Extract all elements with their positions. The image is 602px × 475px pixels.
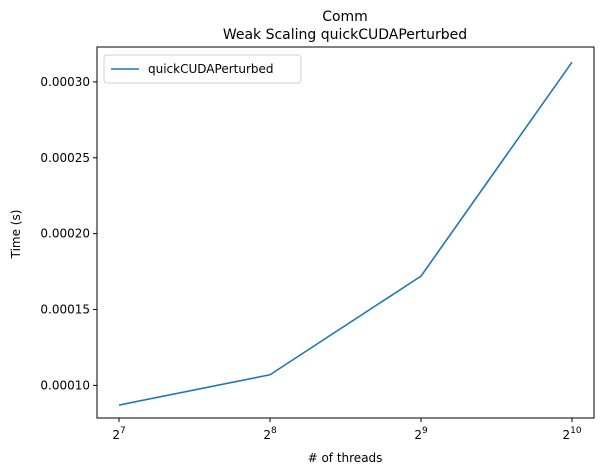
chart-title-line-1: Comm (322, 9, 368, 25)
y-axis: 0.00010 0.00015 0.00020 0.00025 0.00030 (40, 75, 97, 392)
x-axis-label: # of threads (308, 451, 383, 465)
legend: quickCUDAPerturbed (103, 54, 302, 84)
x-tick-label: 28 (263, 426, 277, 442)
y-tick-label: 0.00020 (40, 227, 90, 241)
y-tick-label: 0.00025 (40, 151, 90, 165)
series-layer (118, 61, 573, 406)
x-tick-label: 210 (562, 426, 581, 442)
series-line (118, 61, 573, 406)
x-tick-label: 29 (414, 426, 428, 442)
y-axis-label: Time (s) (9, 210, 23, 260)
y-tick-label: 0.00015 (40, 303, 90, 317)
legend-label: quickCUDAPerturbed (148, 62, 274, 76)
x-axis: 27 28 29 210 (112, 418, 582, 442)
chart-title-line-2: Weak Scaling quickCUDAPerturbed (223, 27, 467, 43)
x-tick-label: 27 (112, 426, 125, 442)
plot-frame (96, 46, 595, 419)
y-tick-label: 0.00010 (40, 378, 90, 392)
y-tick-label: 0.00030 (40, 75, 90, 89)
plot-area (96, 46, 595, 419)
legend-box (103, 54, 302, 84)
